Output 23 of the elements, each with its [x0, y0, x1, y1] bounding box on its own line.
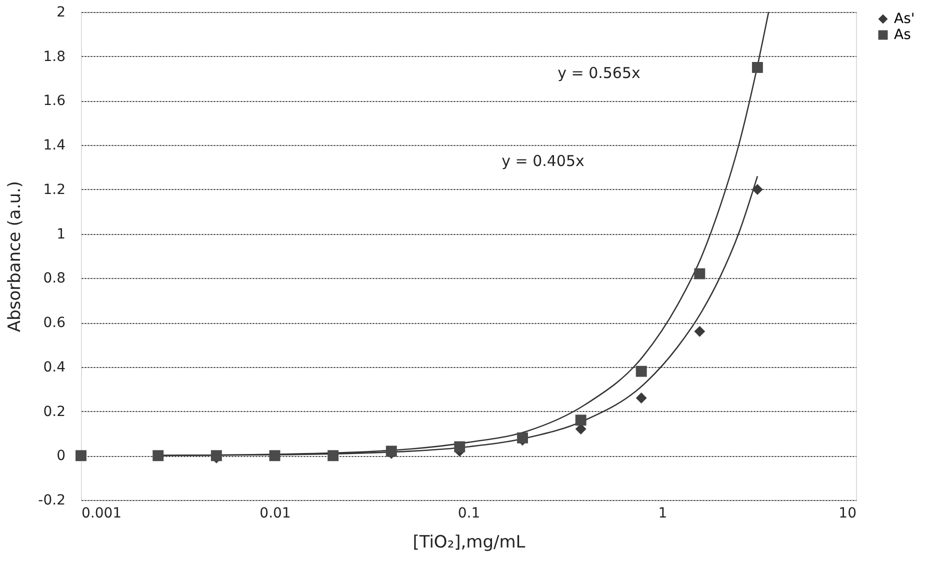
- annotation: y = 0.565x: [558, 64, 641, 82]
- x-axis-title: [TiO₂],mg/mL: [412, 532, 526, 552]
- y-tick-label: 0.8: [43, 270, 66, 287]
- y-tick-label: 0: [56, 448, 66, 464]
- x-tick-label: 0.001: [82, 506, 122, 522]
- y-tick-label: 1.8: [43, 48, 66, 65]
- x-tick-label: 0.1: [458, 506, 480, 522]
- x-tick-label: 0.01: [260, 506, 291, 522]
- y-tick-label: 1.6: [43, 93, 66, 110]
- y-tick-label: 0.4: [43, 359, 66, 376]
- y-tick-label: -0.2: [38, 492, 66, 508]
- y-axis-title: Absorbance (a.u.): [5, 180, 26, 332]
- y-tick-label: 0.2: [43, 404, 66, 420]
- legend-label: As: [894, 27, 911, 43]
- y-tick-label: 2: [56, 4, 66, 20]
- y-tick-label: 1: [56, 226, 66, 242]
- x-tick-label: 10: [838, 506, 856, 522]
- legend-label: As': [894, 11, 915, 27]
- annotation: y = 0.405x: [502, 152, 585, 170]
- y-tick-label: 1.2: [43, 182, 66, 198]
- y-tick-label: 1.4: [43, 138, 66, 154]
- x-tick-label: 1: [658, 506, 668, 522]
- y-tick-label: 0.6: [43, 315, 66, 332]
